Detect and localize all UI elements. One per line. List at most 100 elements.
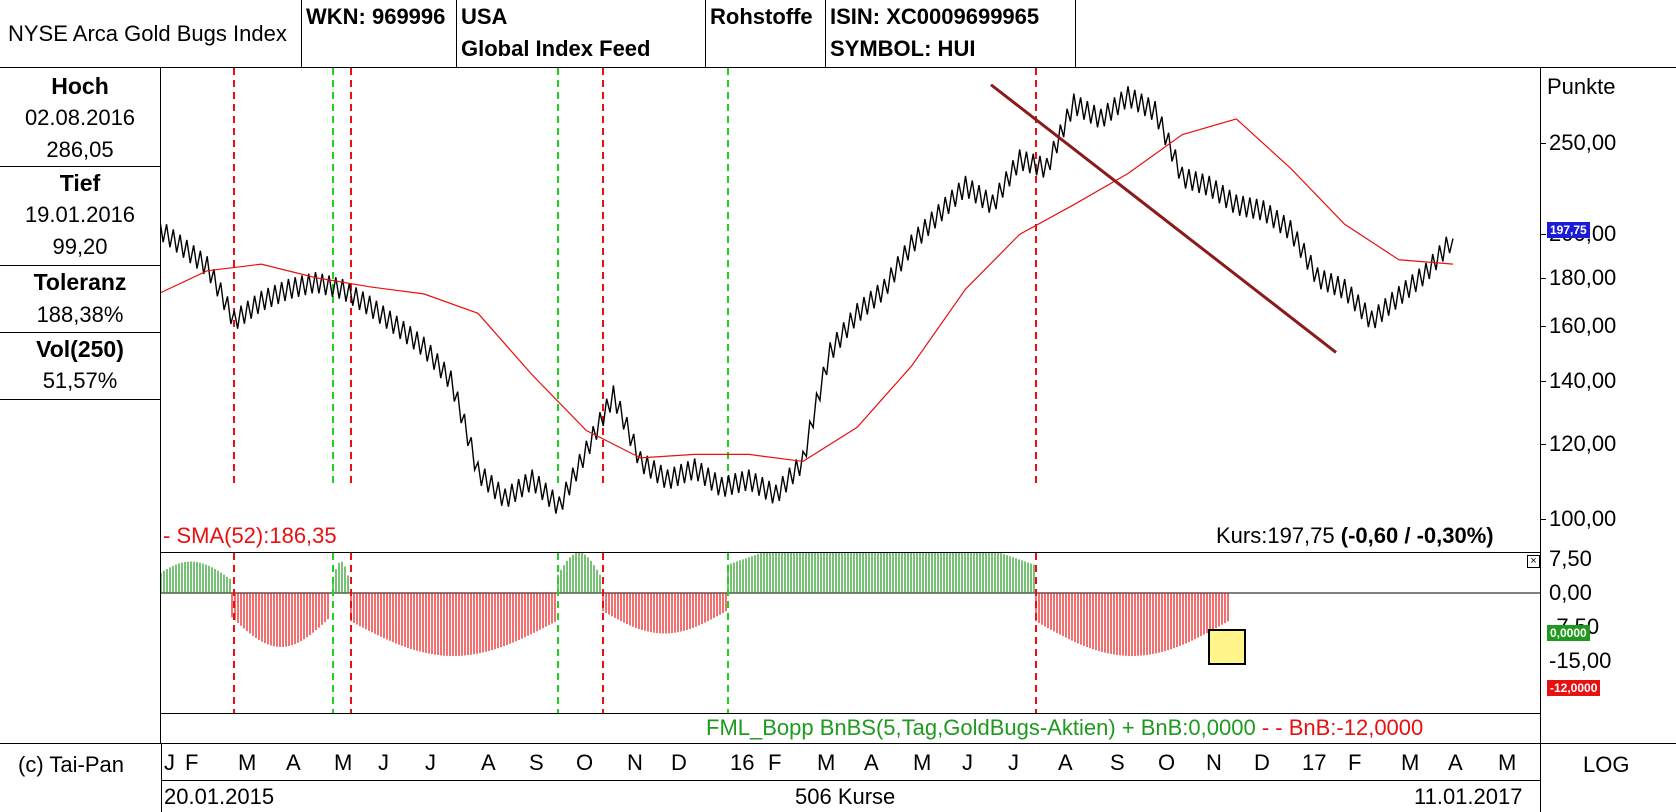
sidebar-divider [0, 399, 160, 400]
price-tick-label: 140,00 [1549, 367, 1617, 393]
month-label: A [286, 750, 301, 775]
month-label: M [1498, 750, 1517, 775]
indicator-neg-value: -12,0000 [1550, 681, 1598, 695]
footer: (c) Tai-Pan J F M A M J J A S O N D 16 F M A M J J A S O N D 17 F… [0, 743, 1676, 812]
indicator-panel: FML_Bopp BnBS(5,Tag,GoldBugs-Aktien) + B… [161, 553, 1540, 743]
copyright: (c) Tai-Pan [18, 752, 124, 777]
bar-count: 506 Kurse [795, 784, 896, 809]
toleranz-label: Toleranz [33, 269, 127, 295]
indicator-label-green: FML_Bopp BnBS(5,Tag,GoldBugs-Aktien) + B… [706, 715, 1256, 740]
month-label: 16 [730, 750, 755, 775]
hoch-value: 286,05 [46, 137, 114, 162]
vol-value: 51,57% [42, 368, 118, 393]
header-isin-cell: ISIN: XC0009699965 SYMBOL: HUI [826, 0, 1076, 68]
indicator-chart [161, 553, 1540, 713]
header-feed-cell: USA Global Index Feed [457, 0, 706, 68]
tief-date: 19.01.2016 [24, 202, 136, 227]
month-label: O [1158, 750, 1176, 775]
indicator-zero-value: 0,0000 [1550, 626, 1587, 640]
sidebar-divider [0, 265, 160, 266]
month-label: O [576, 750, 594, 775]
price-tick-label: 250,00 [1549, 129, 1617, 155]
trendline [990, 83, 1337, 354]
indicator-label-red: - - BnB:-12,0000 [1261, 715, 1424, 740]
indicator-tick-label: 0,00 [1549, 580, 1592, 605]
month-label: M [238, 750, 257, 775]
header-title: NYSE Arca Gold Bugs Index [8, 21, 287, 46]
start-date: 20.01.2015 [164, 784, 275, 809]
sma-series [161, 118, 1454, 463]
footer-row-divider [161, 780, 1540, 781]
month-label: M [334, 750, 353, 775]
month-label: J [378, 750, 389, 775]
header-country: USA [461, 4, 508, 29]
price-tick-mark [1541, 277, 1546, 279]
month-label: M [913, 750, 932, 775]
kurs-label: Kurs:197,75 [1216, 523, 1335, 548]
tief-value: 99,20 [52, 234, 108, 259]
sma-label: - SMA(52):186,35 [163, 523, 337, 548]
month-label: A [864, 750, 879, 775]
indicator-tick-label: 7,50 [1549, 546, 1592, 572]
header-title-cell: NYSE Arca Gold Bugs Index [0, 0, 302, 68]
indicator-zero-badge: 0,0000 [1547, 625, 1590, 641]
tief-label: Tief [59, 170, 101, 196]
month-label: J [962, 750, 973, 775]
header-category-cell: Rohstoffe [706, 0, 826, 68]
indicator-neg-badge: -12,0000 [1547, 680, 1601, 696]
month-label: A [1448, 750, 1463, 775]
vol-label: Vol(250) [36, 336, 124, 362]
price-tick-mark [1541, 380, 1546, 382]
month-label: A [1058, 750, 1073, 775]
month-label: J [164, 750, 175, 775]
indicator-close-icon[interactable]: × [1527, 555, 1540, 568]
month-label: N [627, 750, 643, 775]
sidebar-divider [0, 166, 160, 167]
hoch-date: 02.08.2016 [24, 105, 136, 130]
close-glyph: × [1530, 555, 1537, 567]
month-label: 17 [1302, 750, 1327, 775]
sidebar: Hoch 02.08.2016 286,05 Tief 19.01.2016 9… [0, 68, 161, 743]
month-label: J [425, 750, 436, 775]
month-label: F [1348, 750, 1362, 775]
indicator-legend: FML_Bopp BnBS(5,Tag,GoldBugs-Aktien) + B… [706, 715, 1423, 741]
price-tick-mark [1541, 234, 1546, 236]
price-tick-label: 120,00 [1549, 430, 1617, 456]
header-wkn-cell: WKN: 969996 [302, 0, 457, 68]
month-label: F [185, 750, 199, 775]
price-chart-panel: - SMA(52):186,35 Kurs:197,75 (-0,60 / -0… [161, 68, 1676, 553]
month-label: A [481, 750, 496, 775]
indicator-tick-label: -15,00 [1549, 647, 1612, 673]
month-label: J [1008, 750, 1019, 775]
sidebar-divider [0, 332, 160, 333]
month-label: D [671, 750, 687, 775]
header-spacer [1076, 0, 1676, 68]
month-label: S [529, 750, 544, 775]
month-label: N [1206, 750, 1222, 775]
price-axis: Punkte 100,00120,00140,00160,00180,00200… [1540, 68, 1676, 553]
price-tick-label: 160,00 [1549, 312, 1617, 338]
price-tick-mark [1541, 518, 1546, 520]
unit-label: Punkte [1547, 74, 1616, 99]
header-wkn: WKN: 969996 [306, 4, 446, 29]
month-label: S [1110, 750, 1125, 775]
current-signal-marker [1208, 629, 1246, 665]
indicator-bottom-border [161, 713, 1540, 714]
header-feed: Global Index Feed [461, 36, 651, 61]
price-chart [161, 68, 1454, 514]
hoch-label: Hoch [51, 73, 109, 99]
header-category: Rohstoffe [710, 4, 813, 29]
price-tick-mark [1541, 325, 1546, 327]
indicator-axis: 7,500,00-7,50-15,00 0,0000 -12,0000 [1540, 546, 1676, 743]
month-label: F [768, 750, 782, 775]
last-price-badge: 197,75 [1547, 222, 1590, 238]
month-label: D [1254, 750, 1270, 775]
header-isin: ISIN: XC0009699965 [830, 4, 1040, 29]
log-scale-button[interactable]: LOG [1583, 752, 1630, 777]
price-tick-label: 180,00 [1549, 264, 1617, 290]
month-label: M [817, 750, 836, 775]
scale-divider [1540, 744, 1541, 812]
kurs-readout: Kurs:197,75 (-0,60 / -0,30%) [1216, 523, 1494, 549]
month-label: M [1401, 750, 1420, 775]
toleranz-value: 188,38% [36, 302, 124, 327]
